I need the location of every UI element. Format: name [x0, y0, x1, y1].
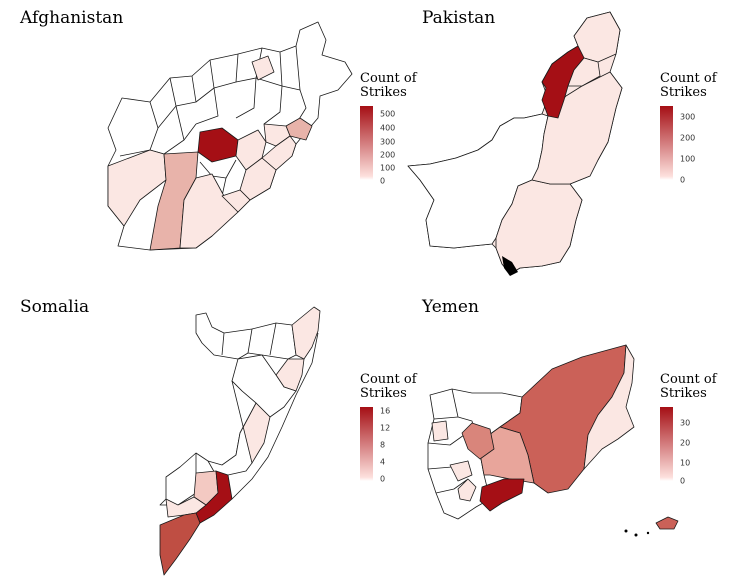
province-kandahar-verylow: [179, 173, 239, 249]
legend-title: Count of Strikes: [660, 372, 717, 401]
legend-color-bar: [660, 407, 673, 481]
legend-tick: 0: [380, 176, 386, 186]
province-west-verylow: [107, 149, 167, 227]
legend-color-bar: [660, 106, 673, 180]
somalia-legend: Count of Strikes 16 12 8 4 0: [360, 373, 430, 503]
province-small-1: [449, 460, 473, 482]
panel-title-somalia: Somalia: [20, 297, 90, 317]
province-bari: [291, 306, 321, 360]
island-dot: [646, 531, 650, 535]
legend-tick: 0: [680, 175, 686, 185]
legend-tick: 300: [680, 112, 696, 122]
panel-title-afghanistan: Afghanistan: [20, 8, 124, 28]
afghanistan-legend: Count of Strikes 500 400 300 200 100 0: [360, 72, 430, 202]
somalia-map: [159, 306, 321, 576]
coastline-detail: [502, 256, 518, 276]
socotra-island: [655, 516, 679, 530]
province-northeast-light: [251, 55, 275, 81]
legend-tick: 100: [680, 154, 696, 164]
province-center-verylow: [221, 189, 251, 213]
legend-color-bar: [360, 106, 373, 180]
province-lower-juba: [159, 512, 201, 576]
province-kpk-light: [567, 57, 601, 87]
legend-tick: 4: [380, 457, 386, 467]
legend-tick: 500: [380, 109, 396, 119]
panel-title-yemen: Yemen: [422, 297, 479, 317]
legend-title: Count of Strikes: [660, 71, 717, 100]
province-mahra: [583, 344, 635, 470]
afghanistan-map: [107, 21, 353, 251]
legend-tick: 12: [380, 423, 391, 433]
legend-title: Count of Strikes: [360, 71, 417, 100]
province-al-bayda: [461, 422, 495, 460]
legend-tick: 0: [380, 474, 386, 484]
pakistan-legend: Count of Strikes 300 200 100 0: [660, 72, 730, 202]
province-middle-juba: [165, 496, 207, 518]
island-dot: [624, 529, 628, 533]
yemen-legend: Count of Strikes 30 20 10 0: [660, 373, 730, 503]
legend-tick: 16: [380, 406, 391, 416]
legend-tick: 100: [380, 163, 396, 173]
legend-tick: 30: [680, 418, 691, 428]
legend-color-bar: [360, 407, 373, 481]
legend-tick: 200: [680, 133, 696, 143]
island-dot: [634, 533, 638, 537]
somalia-panel: Somalia Count of Strikes 16: [0, 293, 417, 586]
province-abyan: [479, 478, 525, 512]
legend-tick: 0: [680, 476, 686, 486]
legend-tick: 200: [380, 150, 396, 160]
yemen-panel: Yemen Count of Strikes 30: [372, 293, 745, 586]
province-punjab: [531, 71, 623, 185]
legend-title: Count of Strikes: [360, 372, 417, 401]
pakistan-panel: Pakistan Count of Strikes 300 200 100 0: [372, 0, 745, 293]
legend-tick: 10: [680, 458, 691, 468]
somalia-north: [195, 312, 297, 360]
pakistan-map: [407, 11, 623, 276]
somalia-coast-outline: [231, 332, 319, 500]
panel-title-pakistan: Pakistan: [422, 8, 496, 28]
legend-tick: 400: [380, 123, 396, 133]
province-small-2: [431, 420, 449, 442]
yemen-map: [427, 344, 679, 537]
province-small-3: [457, 478, 477, 502]
afghanistan-panel: Afghanistan Count of: [0, 0, 417, 293]
legend-tick: 20: [680, 438, 691, 448]
legend-tick: 8: [380, 440, 386, 450]
legend-tick: 300: [380, 137, 396, 147]
